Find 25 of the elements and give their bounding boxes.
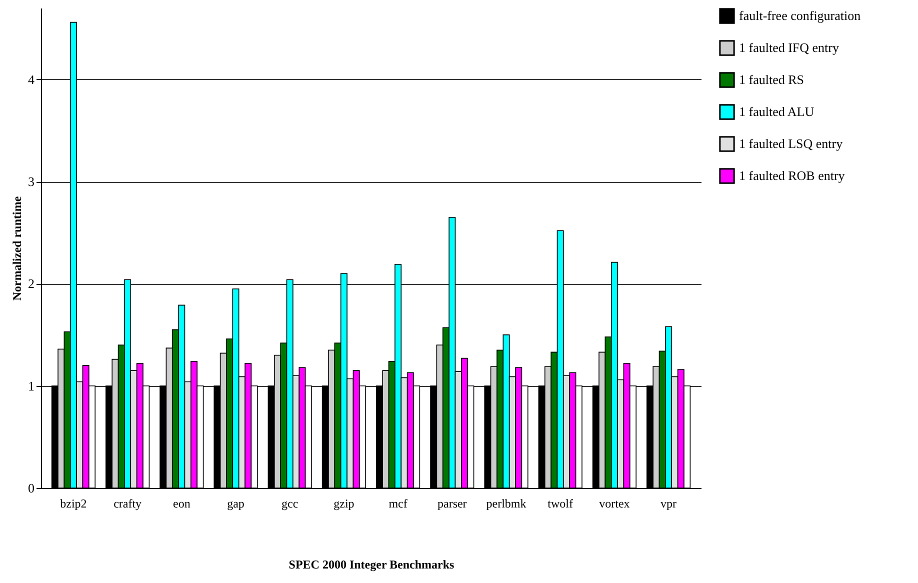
x-tick-label: mcf — [388, 496, 408, 510]
x-tick-label: bzip2 — [60, 496, 87, 510]
y-tick-label: 3 — [28, 174, 34, 190]
x-tick-label: crafty — [114, 496, 142, 510]
y-axis-title: Normalized runtime — [10, 196, 24, 301]
legend-label: 1 faulted ROB entry — [739, 168, 846, 183]
legend-label: fault-free configuration — [739, 8, 862, 23]
legend-label: 1 faulted IFQ entry — [739, 40, 840, 55]
x-axis-title: SPEC 2000 Integer Benchmarks — [288, 558, 455, 572]
x-tick-label: gcc — [282, 496, 298, 510]
legend-label: 1 faulted LSQ entry — [739, 136, 844, 151]
x-tick-label: perlbmk — [486, 496, 526, 510]
x-tick-label: vortex — [599, 496, 630, 510]
x-tick-label: eon — [172, 496, 190, 510]
legend-label: 1 faulted ALU — [739, 104, 815, 119]
y-tick-label: 0 — [28, 480, 34, 496]
x-tick-label: twolf — [548, 496, 574, 510]
x-tick-label: gap — [227, 496, 244, 510]
x-tick-label: parser — [437, 496, 467, 510]
x-tick-label: vpr — [660, 496, 677, 510]
y-tick-label: 4 — [28, 72, 35, 87]
y-tick-label: 2 — [28, 276, 34, 292]
legend-label: 1 faulted RS — [739, 72, 804, 87]
x-tick-label: gzip — [334, 496, 354, 510]
y-tick-label: 1 — [28, 378, 34, 394]
